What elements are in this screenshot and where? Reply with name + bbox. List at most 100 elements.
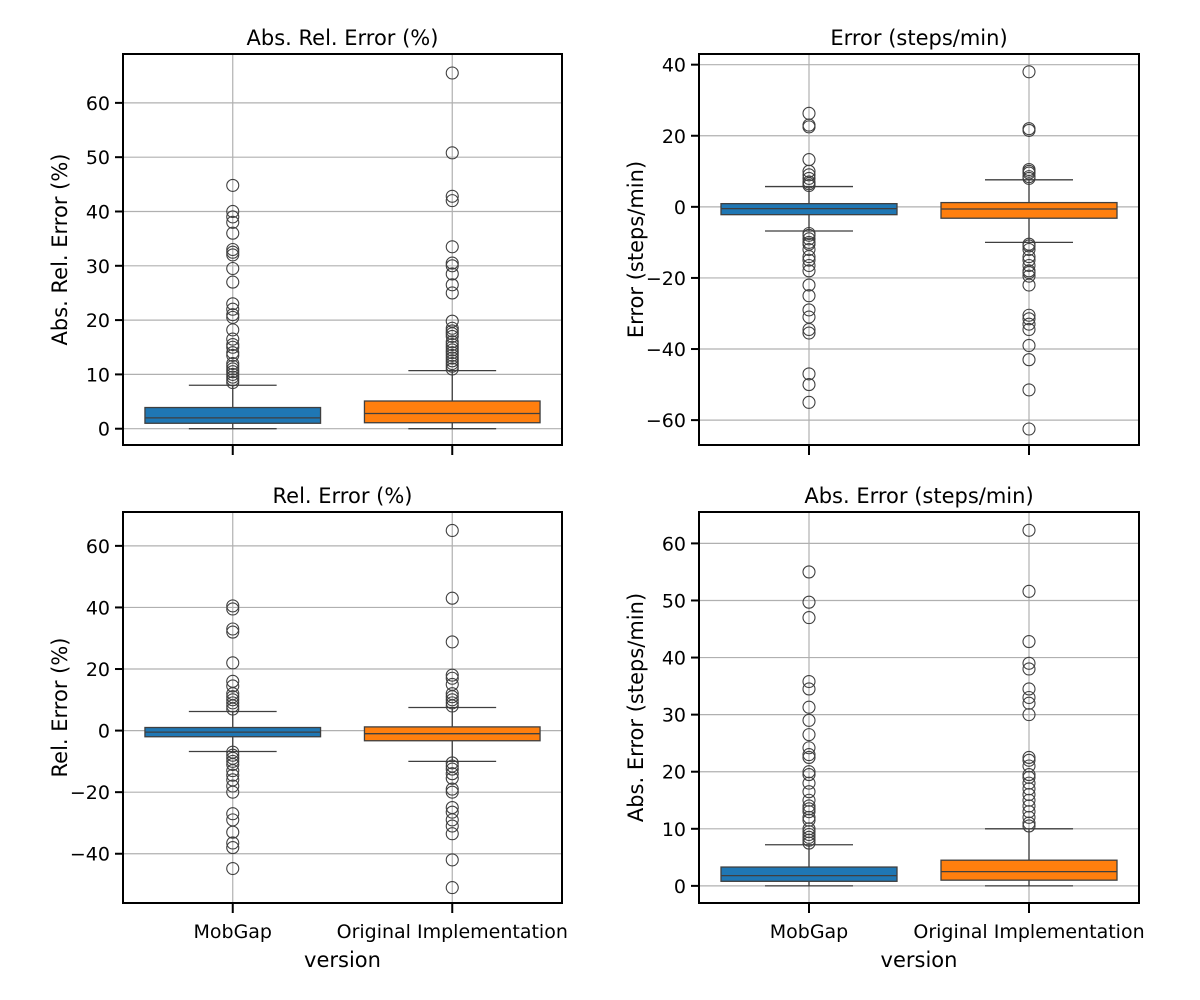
axes-frame [122,511,563,904]
axes-frame [698,53,1140,446]
outlier-point [445,324,459,338]
outlier-point [445,267,459,281]
outlier-point [802,367,816,381]
subplot-title: Abs. Rel. Error (%) [247,26,439,50]
outlier-point [802,674,816,689]
outlier-point [802,713,816,727]
outlier-point [802,748,816,762]
outlier-point [802,395,816,409]
y-tick-label: −60 [646,410,686,432]
y-tick-label: −40 [646,339,686,361]
outlier-point [445,343,459,357]
outlier-point [802,303,816,317]
outlier-point [226,261,240,276]
outlier-point [445,348,459,362]
outlier-point [802,289,816,303]
outlier-point [1022,250,1036,264]
outlier-point [802,611,816,625]
outlier-point [445,194,459,208]
outlier-point [1022,759,1036,773]
outlier-point [445,146,459,160]
outlier-point [226,340,240,354]
outlier-point [445,785,459,799]
outlier-point [445,696,459,710]
y-tick-label: 60 [662,533,686,555]
y-tick-label: 20 [662,126,686,148]
y-axis-label: Error (steps/min) [624,161,648,338]
outlier-point [802,765,816,779]
outlier-point [445,189,459,203]
outlier-point [802,799,816,813]
box-mobgap [144,178,322,430]
outlier-point [802,833,816,847]
outlier-point [1022,258,1036,273]
outlier-point [226,764,240,778]
outlier-point [445,668,459,682]
outlier-point [802,813,816,827]
y-tick-label: 20 [662,762,686,784]
outlier-point [226,861,240,876]
outlier-point [1022,696,1036,710]
outlier-point [445,337,459,352]
outlier-point [226,346,240,360]
x-tick-label: Original Implementation [337,921,568,943]
outlier-point [226,693,240,707]
outlier-point [1022,312,1036,326]
y-tick-label: 60 [86,93,110,115]
outlier-point [445,827,459,841]
outlier-point [802,776,816,790]
outlier-point [226,625,240,639]
outlier-point [802,682,816,696]
outlier-point [445,771,459,785]
outlier-point [445,321,459,335]
box-iqr [144,406,322,424]
box-mobgap [720,565,898,887]
y-tick-label: 60 [86,536,110,558]
outlier-point [445,813,459,827]
outlier-point [445,699,459,713]
outlier-point [1022,308,1036,322]
outlier-point [1022,584,1036,598]
y-tick-label: 50 [86,147,110,169]
outlier-point [445,523,459,538]
outlier-point [226,362,240,376]
box-iqr [720,866,898,882]
y-tick-label: 40 [86,597,110,619]
outlier-point [802,242,816,257]
outlier-point [802,830,816,844]
outlier-point [226,807,240,821]
y-tick-label: 30 [662,705,686,727]
outlier-point [226,297,240,311]
outlier-point [802,785,816,799]
box-original-implementation [363,523,541,895]
outlier-point [1022,239,1036,253]
outlier-point [445,819,459,833]
outlier-point [802,326,816,340]
y-tick-label: −20 [646,268,686,290]
outlier-point [226,375,240,390]
y-tick-label: 0 [674,876,686,898]
outlier-point [226,622,240,636]
outlier-point [445,805,459,819]
outlier-point [1022,662,1036,676]
outlier-point [226,841,240,855]
y-tick-label: 20 [86,310,110,332]
outlier-point [226,679,240,693]
outlier-point [226,323,240,337]
subplot-title: Rel. Error (%) [273,484,413,508]
outlier-point [1022,799,1036,813]
outlier-point [1022,682,1036,696]
outlier-point [445,356,459,371]
y-tick-label: 0 [674,197,686,219]
outlier-point [226,248,240,262]
outlier-point [226,210,240,224]
outlier-point [445,66,459,80]
outlier-point [445,340,459,354]
box-mobgap [720,106,898,409]
outlier-point [226,348,240,362]
outlier-point [226,365,240,379]
outlier-point [445,346,459,360]
y-tick-label: 20 [86,659,110,681]
outlier-point [226,785,240,799]
outlier-point [445,278,459,292]
